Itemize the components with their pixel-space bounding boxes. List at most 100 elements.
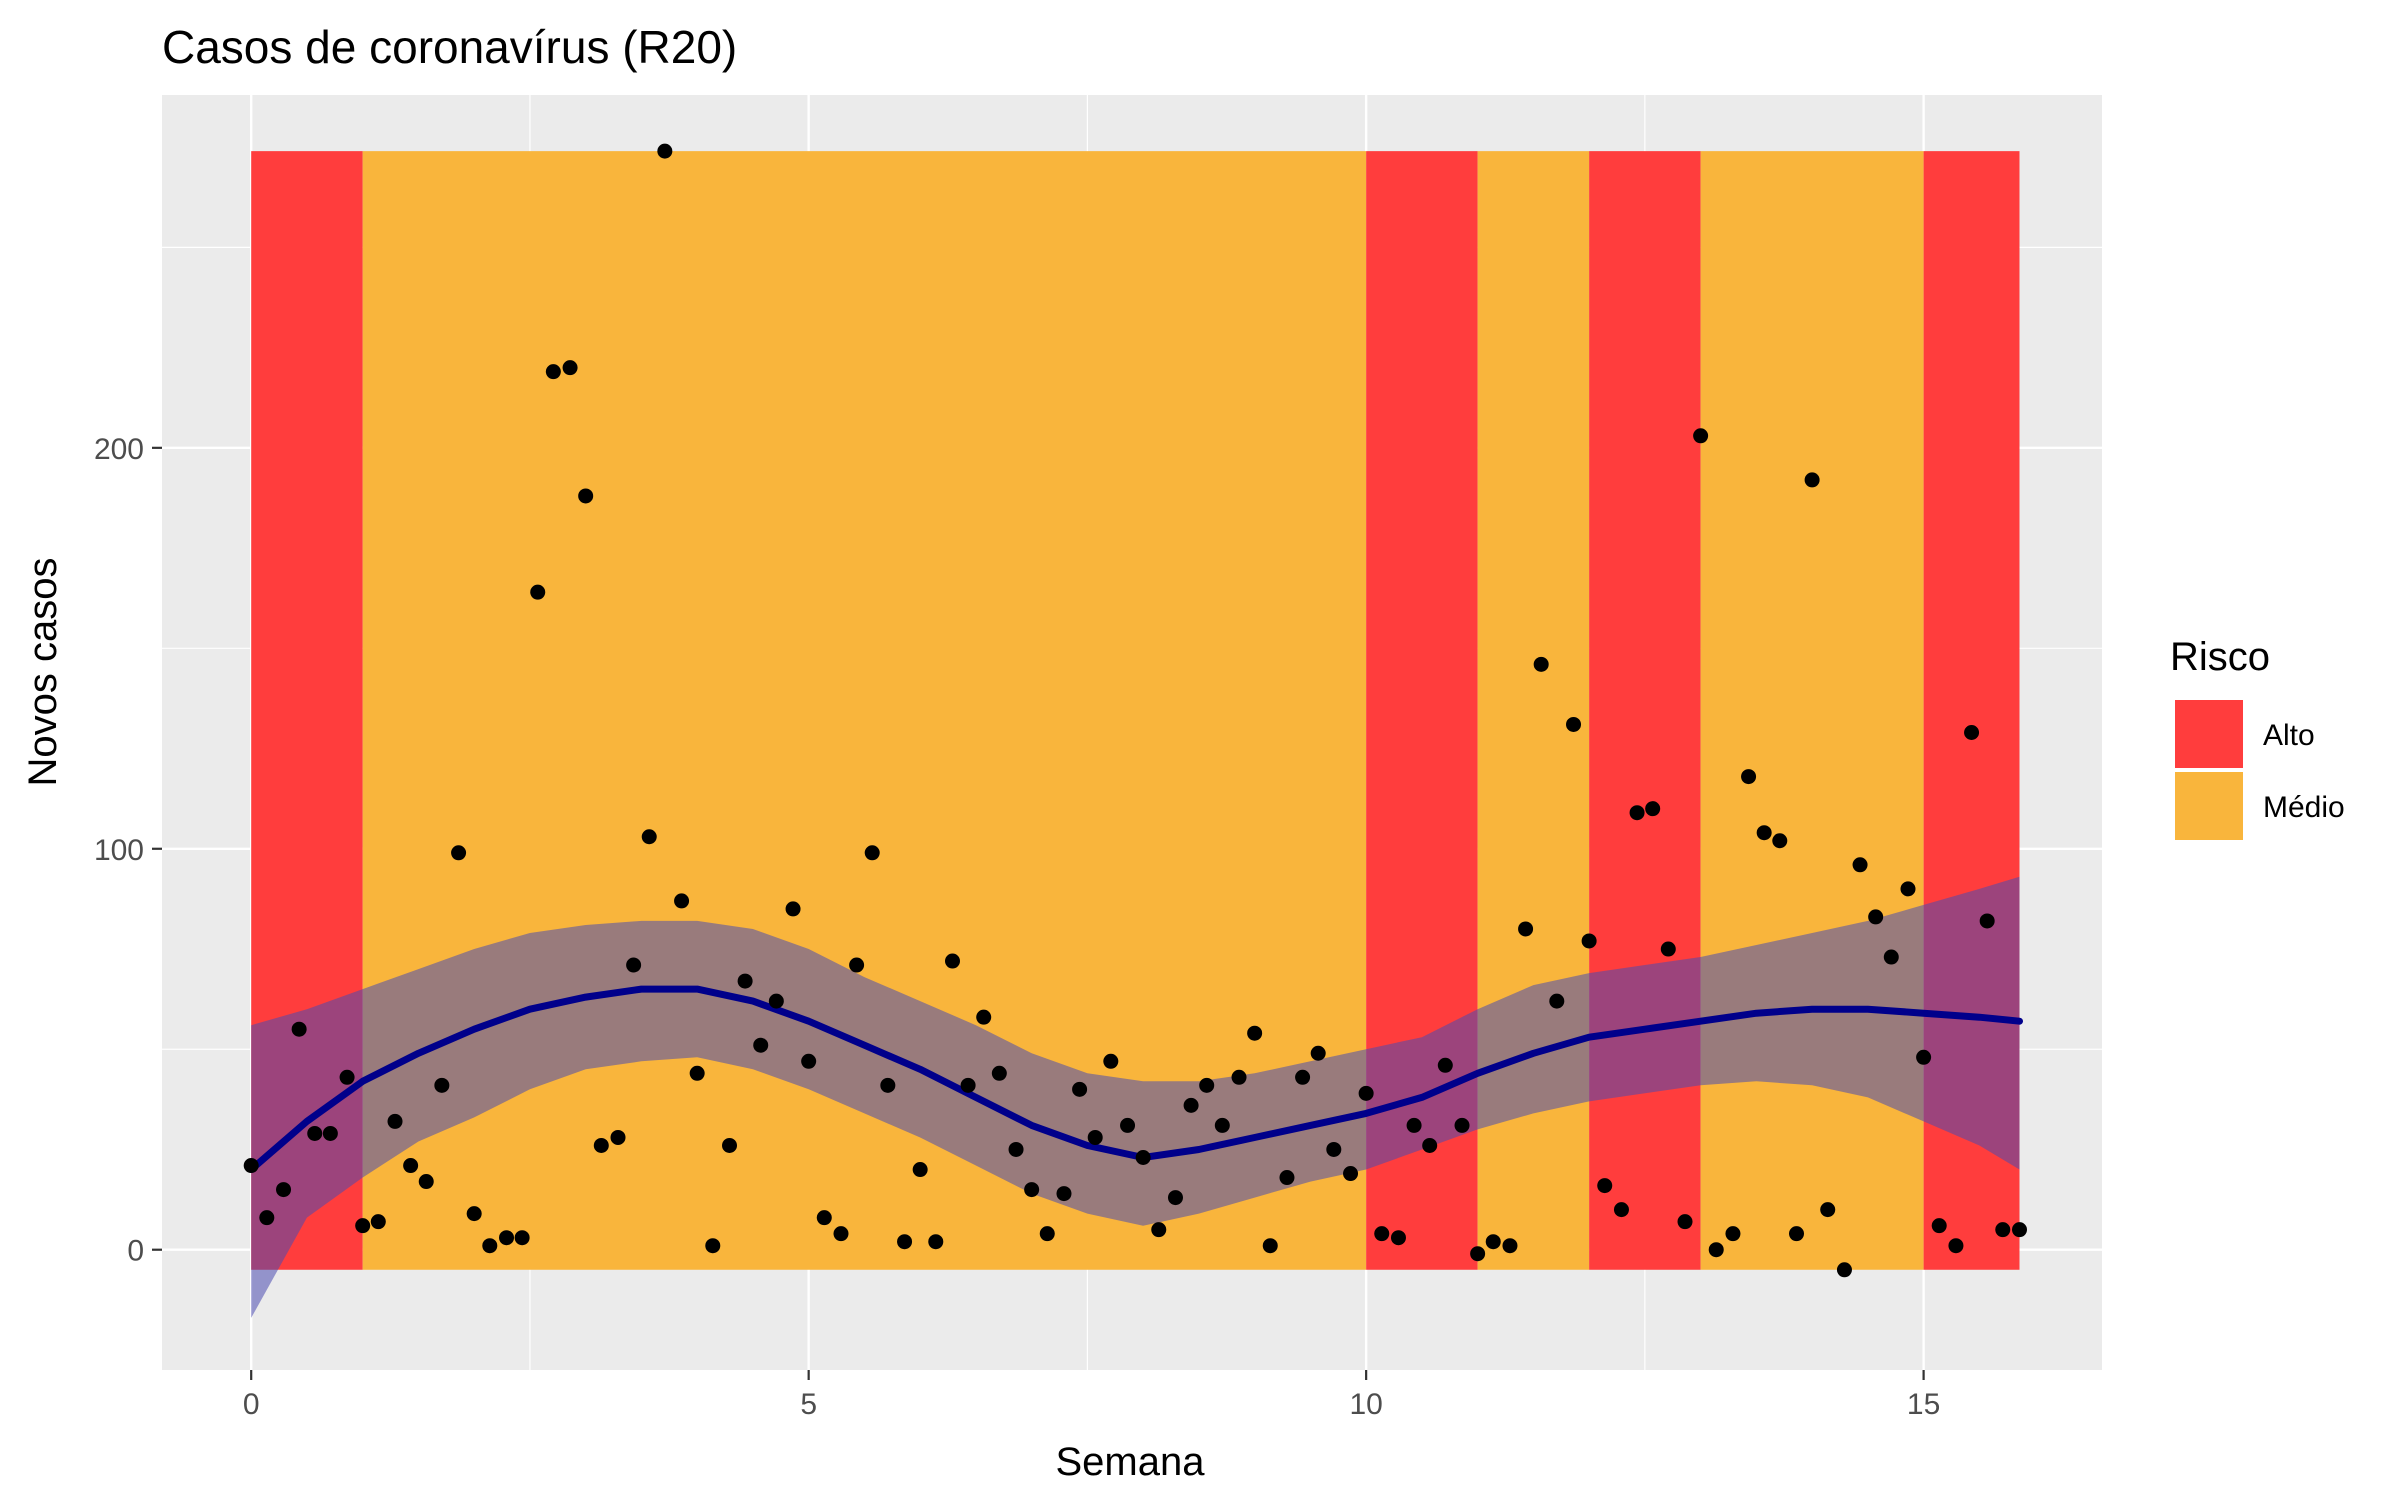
data-point: [753, 1037, 769, 1053]
data-point: [451, 845, 467, 861]
data-point: [1883, 949, 1899, 965]
data-point: [1422, 1137, 1438, 1153]
data-point: [1120, 1117, 1136, 1133]
data-point: [1214, 1117, 1230, 1133]
data-point: [1660, 941, 1676, 957]
data-point: [880, 1077, 896, 1093]
x-axis: 0 5 10 15: [243, 1370, 1940, 1421]
data-point: [912, 1162, 928, 1178]
data-point: [1852, 857, 1868, 873]
data-point: [1374, 1226, 1390, 1242]
data-point: [1836, 1262, 1852, 1278]
data-point: [259, 1210, 275, 1226]
data-points: [243, 143, 2027, 1278]
y-tick-label: 0: [127, 1235, 144, 1268]
data-point: [418, 1174, 434, 1190]
data-point: [1183, 1097, 1199, 1113]
data-point: [1725, 1226, 1741, 1242]
data-point: [482, 1238, 498, 1254]
data-point: [1087, 1129, 1103, 1145]
data-point: [944, 953, 960, 969]
data-point: [562, 360, 578, 376]
data-point: [1406, 1117, 1422, 1133]
data-point: [355, 1218, 371, 1234]
legend-label-medio: Médio: [2263, 791, 2345, 824]
data-point: [434, 1077, 450, 1093]
data-point: [578, 488, 594, 504]
data-point: [1979, 913, 1995, 929]
data-point: [1167, 1190, 1183, 1206]
data-point: [928, 1234, 944, 1250]
data-point: [1900, 881, 1916, 897]
data-point: [291, 1021, 307, 1037]
data-point: [1485, 1234, 1501, 1250]
data-point: [545, 364, 561, 380]
y-tick-label: 200: [94, 433, 144, 466]
data-point: [960, 1077, 976, 1093]
data-point: [768, 993, 784, 1009]
data-point: [816, 1210, 832, 1226]
data-point: [593, 1137, 609, 1153]
data-point: [801, 1053, 817, 1069]
data-point: [1470, 1246, 1486, 1262]
data-point: [466, 1206, 482, 1222]
data-point: [1804, 472, 1820, 488]
data-point: [641, 829, 657, 845]
data-point: [1677, 1214, 1693, 1230]
data-point: [833, 1226, 849, 1242]
data-point: [514, 1230, 530, 1246]
data-point: [689, 1065, 705, 1081]
data-point: [322, 1125, 338, 1141]
x-axis-title: Semana: [1056, 1440, 1206, 1484]
data-point: [705, 1238, 721, 1254]
data-point: [1437, 1057, 1453, 1073]
x-tick-label: 15: [1907, 1388, 1940, 1421]
data-point: [1262, 1238, 1278, 1254]
data-point: [243, 1158, 259, 1174]
risk-band-alto: [1589, 151, 1701, 1270]
y-axis: 0 100 200: [94, 433, 162, 1268]
data-point: [976, 1009, 992, 1025]
data-point: [1693, 428, 1709, 444]
data-point: [1151, 1222, 1167, 1238]
data-point: [1343, 1166, 1359, 1182]
data-point: [1103, 1053, 1119, 1069]
data-point: [1948, 1238, 1964, 1254]
data-point: [991, 1065, 1007, 1081]
data-point: [370, 1214, 386, 1230]
data-point: [1533, 656, 1549, 672]
data-point: [1741, 769, 1757, 785]
data-point: [1199, 1077, 1215, 1093]
data-point: [1072, 1081, 1088, 1097]
data-point: [2011, 1222, 2027, 1238]
data-point: [864, 845, 880, 861]
data-point: [1135, 1150, 1151, 1165]
data-point: [1708, 1242, 1724, 1258]
legend-title: Risco: [2170, 635, 2270, 679]
x-tick-label: 5: [800, 1388, 817, 1421]
y-tick-label: 100: [94, 834, 144, 867]
data-point: [1629, 805, 1645, 821]
data-point: [1645, 801, 1661, 817]
data-point: [1518, 921, 1534, 937]
data-point: [1039, 1226, 1055, 1242]
data-point: [1756, 825, 1772, 841]
data-point: [1056, 1186, 1072, 1202]
data-point: [1581, 933, 1597, 949]
data-point: [1326, 1141, 1342, 1157]
legend-key-medio: [2175, 772, 2243, 840]
data-point: [1931, 1218, 1947, 1234]
data-point: [1995, 1222, 2011, 1238]
data-point: [785, 901, 801, 917]
data-point: [1231, 1069, 1247, 1085]
data-point: [1310, 1045, 1326, 1061]
x-tick-label: 0: [243, 1388, 260, 1421]
data-point: [626, 957, 642, 973]
legend-label-alto: Alto: [2263, 719, 2315, 752]
data-point: [1279, 1170, 1295, 1186]
x-tick-label: 10: [1349, 1388, 1382, 1421]
data-point: [1390, 1230, 1406, 1246]
data-point: [722, 1137, 738, 1153]
data-point: [1008, 1141, 1024, 1157]
